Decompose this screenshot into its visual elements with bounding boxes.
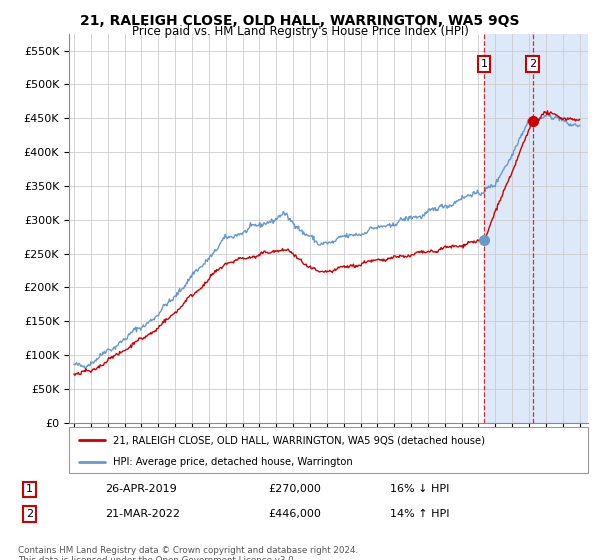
Bar	[484, 34, 596, 423]
Text: 1: 1	[481, 59, 487, 69]
Text: £446,000: £446,000	[268, 509, 321, 519]
Text: 21, RALEIGH CLOSE, OLD HALL, WARRINGTON, WA5 9QS: 21, RALEIGH CLOSE, OLD HALL, WARRINGTON,…	[80, 14, 520, 28]
Text: 2: 2	[529, 59, 536, 69]
Text: Price paid vs. HM Land Registry's House Price Index (HPI): Price paid vs. HM Land Registry's House …	[131, 25, 469, 38]
Text: 26-APR-2019: 26-APR-2019	[105, 484, 177, 494]
Text: 14% ↑ HPI: 14% ↑ HPI	[391, 509, 450, 519]
Text: 21, RALEIGH CLOSE, OLD HALL, WARRINGTON, WA5 9QS (detached house): 21, RALEIGH CLOSE, OLD HALL, WARRINGTON,…	[113, 435, 485, 445]
Text: 21-MAR-2022: 21-MAR-2022	[105, 509, 180, 519]
Text: 16% ↓ HPI: 16% ↓ HPI	[391, 484, 449, 494]
FancyBboxPatch shape	[69, 427, 588, 473]
Text: HPI: Average price, detached house, Warrington: HPI: Average price, detached house, Warr…	[113, 457, 353, 466]
Text: 2: 2	[26, 509, 33, 519]
Text: Contains HM Land Registry data © Crown copyright and database right 2024.
This d: Contains HM Land Registry data © Crown c…	[18, 546, 358, 560]
Text: 1: 1	[26, 484, 33, 494]
Text: £270,000: £270,000	[268, 484, 321, 494]
